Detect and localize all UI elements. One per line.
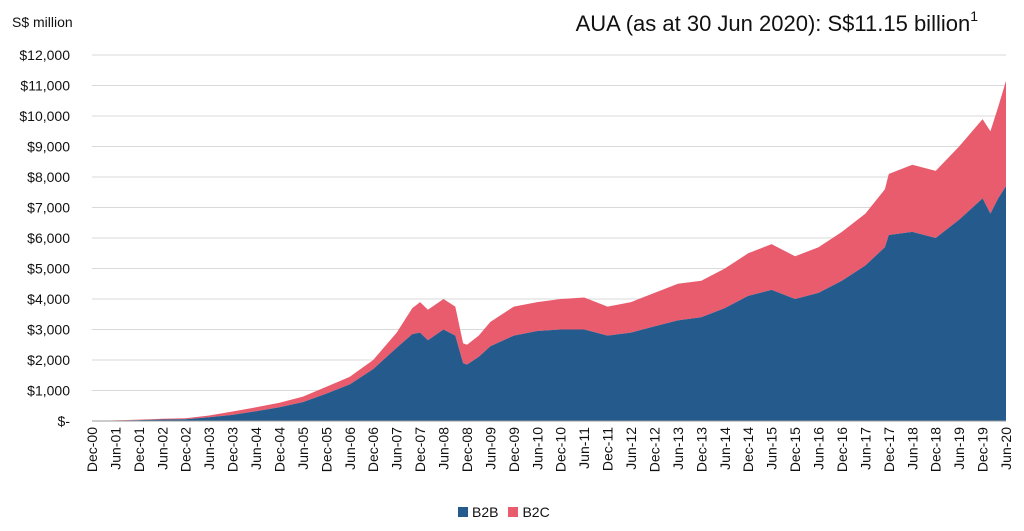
x-tick-label: Jun-04 bbox=[248, 427, 264, 470]
x-tick-label: Dec-03 bbox=[225, 427, 241, 472]
x-tick-label: Jun-08 bbox=[436, 427, 452, 470]
x-tick-label: Jun-10 bbox=[529, 427, 545, 470]
x-tick-label: Dec-19 bbox=[975, 427, 991, 472]
x-tick-label: Jun-02 bbox=[154, 427, 170, 470]
y-tick-label: $1,000 bbox=[27, 383, 70, 399]
y-tick-label: $3,000 bbox=[27, 322, 70, 338]
y-tick-label: $- bbox=[58, 413, 71, 429]
y-tick-label: $2,000 bbox=[27, 352, 70, 368]
y-tick-label: $5,000 bbox=[27, 261, 70, 277]
x-tick-label: Dec-10 bbox=[553, 427, 569, 472]
y-tick-label: $11,000 bbox=[20, 78, 70, 94]
x-tick-label: Jun-07 bbox=[389, 427, 405, 470]
x-tick-label: Dec-13 bbox=[693, 427, 709, 472]
y-axis-unit-label: S$ million bbox=[12, 14, 73, 30]
x-tick-label: Dec-15 bbox=[787, 427, 803, 472]
x-tick-label: Jun-15 bbox=[764, 427, 780, 470]
x-tick-label: Jun-11 bbox=[576, 427, 592, 469]
legend-label-b2b: B2B bbox=[472, 504, 499, 520]
series-area-b2c bbox=[92, 80, 1006, 422]
series-area-b2b bbox=[92, 186, 1006, 421]
y-tick-label: $10,000 bbox=[19, 108, 70, 124]
x-tick-label: Jun-17 bbox=[857, 427, 873, 470]
x-tick-label: Jun-05 bbox=[295, 427, 311, 470]
x-tick-label: Jun-14 bbox=[717, 427, 733, 470]
x-tick-label: Dec-05 bbox=[318, 427, 334, 472]
y-tick-label: $8,000 bbox=[27, 169, 70, 185]
x-tick-label: Dec-16 bbox=[834, 427, 850, 472]
y-tick-label: $9,000 bbox=[27, 139, 70, 155]
x-tick-label: Jun-01 bbox=[107, 427, 123, 470]
legend-swatch-b2c bbox=[508, 507, 519, 517]
x-tick-label: Dec-14 bbox=[740, 427, 756, 472]
x-tick-label: Jun-20 bbox=[998, 427, 1014, 470]
x-tick-label: Jun-06 bbox=[342, 427, 358, 470]
title-footnote-marker: 1 bbox=[970, 8, 978, 24]
x-tick-label: Jun-18 bbox=[904, 427, 920, 470]
y-tick-label: $6,000 bbox=[27, 230, 70, 246]
x-tick-label: Dec-02 bbox=[178, 427, 194, 472]
x-tick-label: Dec-08 bbox=[459, 427, 475, 472]
x-tick-label: Jun-12 bbox=[623, 427, 639, 470]
x-tick-label: Dec-18 bbox=[928, 427, 944, 472]
x-tick-label: Jun-03 bbox=[201, 427, 217, 470]
x-tick-label: Dec-11 bbox=[600, 427, 616, 471]
x-tick-label: Dec-17 bbox=[881, 427, 897, 472]
x-tick-label: Jun-09 bbox=[482, 427, 498, 470]
x-tick-label: Dec-07 bbox=[412, 427, 428, 472]
x-tick-label: Jun-16 bbox=[811, 427, 827, 470]
x-tick-label: Jun-13 bbox=[670, 427, 686, 470]
legend-label-b2c: B2C bbox=[522, 504, 550, 520]
legend-swatch-b2b bbox=[458, 507, 468, 517]
x-tick-label: Dec-00 bbox=[84, 427, 100, 472]
y-tick-label: $4,000 bbox=[27, 291, 70, 307]
y-tick-label: $7,000 bbox=[27, 200, 70, 216]
x-tick-label: Jun-19 bbox=[951, 427, 967, 470]
x-tick-label: Dec-09 bbox=[506, 427, 522, 472]
legend-item-b2c: B2C bbox=[508, 504, 550, 520]
y-tick-label: $12,000 bbox=[19, 47, 70, 63]
chart-title: AUA (as at 30 Jun 2020): S$11.15 billion… bbox=[576, 8, 978, 37]
legend-item-b2b: B2B bbox=[458, 504, 498, 520]
x-tick-label: Dec-12 bbox=[647, 427, 663, 472]
chart-title-text: AUA (as at 30 Jun 2020): S$11.15 billion bbox=[575, 11, 971, 36]
x-tick-label: Dec-06 bbox=[365, 427, 381, 472]
x-tick-label: Dec-04 bbox=[272, 427, 288, 472]
chart-legend: B2B B2C bbox=[458, 504, 560, 520]
x-tick-label: Dec-01 bbox=[131, 427, 147, 472]
